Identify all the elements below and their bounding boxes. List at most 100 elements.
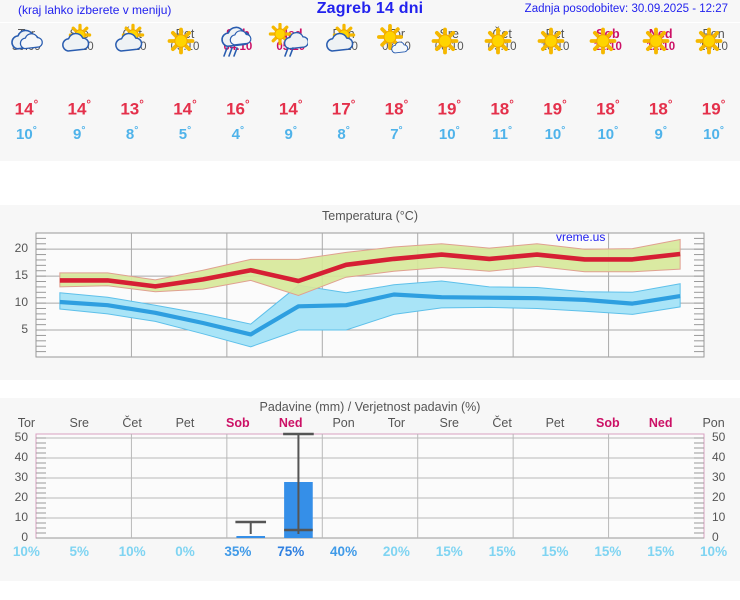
- day-temp-min: 10°: [438, 124, 460, 143]
- temperature-chart: Temperatura (°C) vreme.us 5 10 15 20: [0, 205, 740, 380]
- day-temp-max: 19°: [437, 99, 462, 119]
- precipitation-day-label: Sob: [596, 416, 620, 430]
- day-temp-max: 14°: [173, 99, 197, 119]
- precipitation-day-label: Sob: [226, 416, 250, 430]
- location-hint: (kraj lahko izberete v meniju): [18, 3, 172, 17]
- sunny-icon: [634, 27, 687, 94]
- partly-sunny-icon: [317, 23, 370, 94]
- day-temp-min: 11°: [492, 124, 513, 143]
- precipitation-probability: 10%: [700, 544, 728, 559]
- day-temp-max: 18°: [384, 99, 409, 119]
- precipitation-y-tick-right: 30: [712, 470, 726, 484]
- temperature-y-tick: 15: [14, 268, 28, 283]
- precipitation-day-label: Tor: [387, 416, 406, 430]
- precipitation-plot: [35, 432, 705, 539]
- last-update-label: Zadnja posodobitev: 30.09.2025 - 12:27: [524, 3, 728, 15]
- day-temp-min: 8°: [337, 124, 350, 143]
- sunny-icon: [687, 27, 740, 94]
- precipitation-probability: 10%: [12, 544, 40, 559]
- partly-sunny-icon: [106, 23, 159, 94]
- precipitation-probability: 20%: [382, 544, 410, 559]
- day-temp-min: 7°: [390, 124, 403, 143]
- precipitation-probability: 15%: [647, 544, 675, 559]
- day-temp-max: 18°: [490, 99, 514, 119]
- precipitation-y-tick-right: 40: [712, 450, 726, 464]
- precipitation-y-tick-right: 0: [712, 530, 719, 544]
- precipitation-y-tick-right: 50: [712, 430, 726, 444]
- day-temp-max: 18°: [596, 99, 620, 119]
- day-column[interactable]: Čet02.10 13°8°: [106, 23, 159, 145]
- precipitation-probability: 15%: [488, 544, 516, 559]
- day-temp-max: 16°: [226, 99, 250, 119]
- day-temp-min: 9°: [73, 124, 86, 143]
- day-column[interactable]: Sre08.1019°10°: [423, 23, 476, 145]
- day-temp-min: 10°: [16, 124, 37, 143]
- precipitation-y-tick-left: 50: [14, 430, 28, 444]
- precipitation-probability: 5%: [69, 544, 90, 559]
- page-title: Zagreb 14 dni: [316, 0, 424, 17]
- precipitation-y-tick-right: 20: [712, 490, 726, 504]
- precipitation-day-label: Ned: [278, 416, 303, 430]
- precipitation-y-tick-left: 20: [14, 490, 28, 504]
- day-temp-min: 4°: [231, 124, 245, 143]
- day-column[interactable]: Čet09.1018°11°: [476, 23, 529, 145]
- precipitation-day-label: Sre: [439, 416, 459, 430]
- precipitation-y-tick-left: 30: [14, 470, 28, 484]
- daily-forecast-strip: Tor30.09 14°10°Sre01.10 14°9°Čet02.10 13…: [0, 23, 740, 161]
- precipitation-probability: 15%: [541, 544, 569, 559]
- sun-small-cloud-icon: [370, 24, 423, 94]
- rain-cloud-icon: [211, 26, 264, 94]
- temperature-chart-title: Temperatura (°C): [322, 209, 418, 223]
- day-temp-max: 19°: [543, 99, 567, 119]
- precipitation-day-label: Ned: [648, 416, 673, 430]
- sunny-icon: [159, 27, 212, 94]
- day-temp-max: 14°: [67, 99, 92, 119]
- temperature-plot: [35, 232, 705, 358]
- day-column[interactable]: Ned05.10 14°9°: [264, 23, 317, 145]
- precipitation-chart-title: Padavine (mm) / Verjetnost padavin (%): [259, 400, 481, 414]
- precipitation-day-label: Pet: [545, 416, 565, 430]
- sun-rain-icon: [264, 23, 317, 94]
- day-column[interactable]: Sre01.10 14°9°: [53, 23, 106, 145]
- day-temp-min: 5°: [178, 124, 192, 143]
- precipitation-probability: 0%: [175, 544, 195, 559]
- precipitation-day-label: Čet: [122, 416, 142, 430]
- day-temp-min: 10°: [544, 124, 566, 143]
- sunny-icon: [581, 27, 634, 94]
- day-column[interactable]: Tor07.10 18°7°: [370, 23, 423, 145]
- day-column[interactable]: Pon06.10 17°8°: [317, 23, 370, 145]
- section-gap-2: [0, 380, 740, 398]
- day-column[interactable]: Pon13.1019°10°: [687, 23, 740, 145]
- precipitation-probability: 75%: [277, 544, 305, 559]
- precipitation-y-tick-left: 0: [21, 530, 28, 544]
- partly-sunny-icon: [53, 23, 106, 94]
- day-column[interactable]: Pet03.1014°5°: [159, 23, 212, 145]
- day-column[interactable]: Tor30.09 14°10°: [0, 23, 53, 145]
- day-column[interactable]: Sob11.1018°10°: [581, 23, 634, 145]
- header-divider: [0, 22, 740, 23]
- sunny-icon: [423, 27, 476, 94]
- precipitation-y-tick-left: 10: [14, 510, 28, 524]
- day-temp-min: 9°: [654, 124, 667, 143]
- day-column[interactable]: Pet10.1019°10°: [529, 23, 582, 145]
- section-gap: [0, 161, 740, 205]
- precipitation-y-tick-left: 40: [14, 450, 28, 464]
- precipitation-day-label: Pet: [175, 416, 195, 430]
- day-temp-max: 14°: [278, 99, 303, 119]
- precipitation-day-label: Pon: [702, 416, 725, 430]
- sunny-icon: [529, 27, 582, 94]
- day-temp-min: 8°: [125, 124, 139, 143]
- day-column[interactable]: Sob04.10 16°4°: [211, 23, 264, 145]
- day-temp-max: 17°: [331, 99, 356, 119]
- precipitation-day-label: Tor: [17, 416, 36, 430]
- precipitation-chart: Padavine (mm) / Verjetnost padavin (%) T…: [0, 398, 740, 581]
- precipitation-day-label: Čet: [492, 416, 512, 430]
- precipitation-day-label: Sre: [69, 416, 89, 430]
- precipitation-y-tick-right: 10: [712, 510, 726, 524]
- temperature-y-tick: 20: [14, 241, 28, 256]
- watermark: vreme.us: [556, 230, 606, 244]
- day-column[interactable]: Ned12.1018°9°: [634, 23, 687, 145]
- day-temp-max: 19°: [701, 99, 726, 119]
- sunny-icon: [476, 27, 529, 94]
